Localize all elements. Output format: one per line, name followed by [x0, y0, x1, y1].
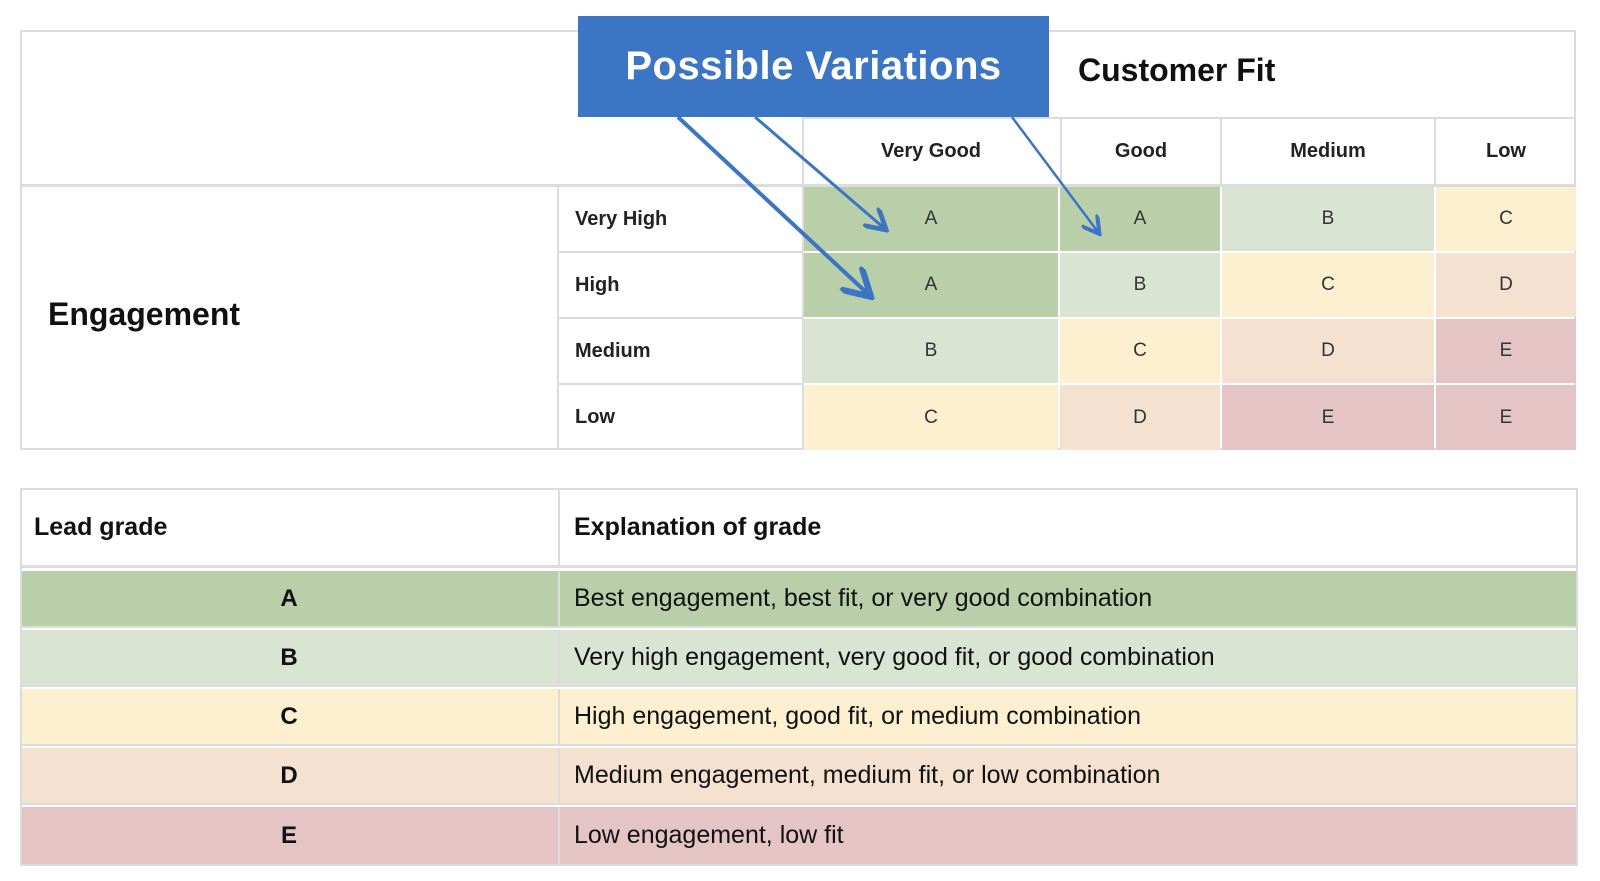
- grade-cell: A: [804, 187, 1058, 251]
- grade-cell: C: [1060, 319, 1220, 383]
- legend-row-d: D Medium engagement, medium fit, or low …: [22, 748, 1576, 805]
- legend-header-row: Lead grade Explanation of grade: [22, 490, 1576, 568]
- row-label-low: Low: [559, 383, 802, 450]
- grade-explanation: Low engagement, low fit: [558, 807, 1576, 864]
- grade-explanation: Medium engagement, medium fit, or low co…: [558, 748, 1576, 803]
- grade-cell: D: [1222, 319, 1434, 383]
- grade-cell: E: [1436, 385, 1576, 450]
- column-header-very-good: Very Good: [880, 140, 982, 162]
- grade-explanation: Best engagement, best fit, or very good …: [558, 571, 1576, 626]
- grade-cell: D: [1436, 253, 1576, 317]
- grade-label: B: [280, 643, 298, 671]
- grade-label: D: [280, 761, 298, 789]
- grade-label: E: [280, 821, 297, 849]
- legend-row-e: E Low engagement, low fit: [22, 807, 1576, 864]
- grade-explanation: High engagement, good fit, or medium com…: [558, 689, 1576, 744]
- legend-row-b: B Very high engagement, very good fit, o…: [22, 630, 1576, 687]
- divider: [802, 117, 1576, 119]
- engagement-title: Engagement: [48, 296, 241, 332]
- column-header-medium: Medium: [1220, 119, 1434, 184]
- divider: [802, 117, 804, 450]
- grade-cell: E: [1222, 385, 1434, 450]
- grade-label: A: [280, 584, 298, 612]
- grade-label: C: [280, 702, 298, 730]
- divider: [20, 184, 1576, 187]
- explanation-header: Explanation of grade: [558, 490, 1576, 565]
- grade-cell: B: [1222, 187, 1434, 251]
- lead-grade-header: Lead grade: [34, 513, 168, 541]
- legend-row-c: C High engagement, good fit, or medium c…: [22, 689, 1576, 746]
- customer-fit-title: Customer Fit: [1078, 52, 1276, 88]
- grade-cell: B: [1060, 253, 1220, 317]
- grade-cell: C: [1436, 187, 1576, 251]
- grade-explanation: Very high engagement, very good fit, or …: [558, 630, 1576, 685]
- divider: [557, 184, 559, 450]
- grade-cell: C: [1222, 253, 1434, 317]
- row-label-medium: Medium: [559, 317, 802, 383]
- row-label-very-high: Very High: [575, 207, 668, 230]
- legend-row-a: A Best engagement, best fit, or very goo…: [22, 571, 1576, 628]
- grade-cell: C: [804, 385, 1058, 450]
- grade-cell: D: [1060, 385, 1220, 450]
- possible-variations-callout: Possible Variations: [578, 16, 1049, 117]
- grade-cell: E: [1436, 319, 1576, 383]
- column-header-good: Good: [1060, 119, 1220, 184]
- column-header-low: Low: [1434, 119, 1576, 184]
- row-label-high: High: [559, 251, 802, 317]
- grade-cell: B: [804, 319, 1058, 383]
